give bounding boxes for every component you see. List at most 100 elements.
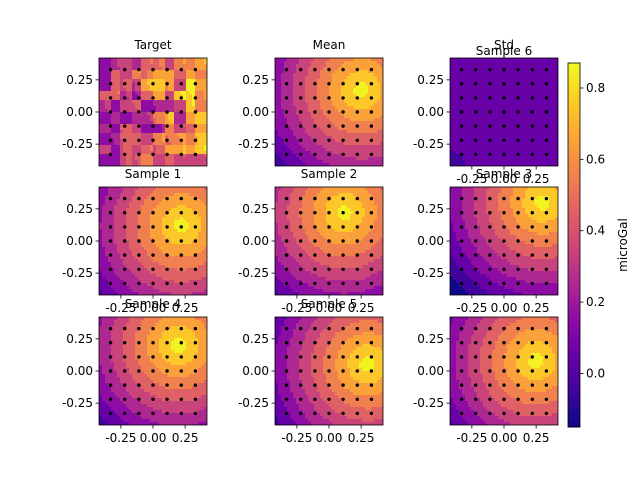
station-marker bbox=[516, 326, 520, 331]
station-marker bbox=[299, 267, 303, 271]
station-marker bbox=[165, 82, 169, 86]
station-marker bbox=[530, 67, 534, 72]
station-marker bbox=[151, 82, 155, 86]
colorbar-segment bbox=[568, 254, 580, 258]
colorbar-segment bbox=[568, 96, 580, 100]
y-tick-label: -0.25 bbox=[413, 396, 444, 410]
station-marker bbox=[488, 67, 492, 72]
station-marker bbox=[137, 196, 141, 201]
colorbar-segment bbox=[568, 284, 580, 288]
colorbar-segment bbox=[568, 263, 580, 267]
panel-title: Sample 3 bbox=[476, 167, 532, 181]
station-marker bbox=[193, 124, 198, 128]
station-marker bbox=[284, 369, 289, 373]
x-tick-label: 0.00 bbox=[491, 431, 518, 445]
station-marker bbox=[313, 326, 317, 331]
station-marker bbox=[341, 82, 345, 86]
station-marker bbox=[165, 369, 169, 373]
station-marker bbox=[313, 152, 317, 157]
station-marker bbox=[327, 341, 331, 345]
station-marker bbox=[193, 96, 198, 100]
station-marker bbox=[369, 239, 374, 243]
station-marker bbox=[369, 383, 374, 387]
station-marker bbox=[108, 383, 113, 387]
station-marker bbox=[313, 411, 317, 416]
station-marker bbox=[355, 326, 359, 331]
station-marker bbox=[179, 341, 183, 345]
colorbar-tick-label: 0.6 bbox=[586, 152, 605, 166]
colorbar-segment bbox=[568, 84, 580, 88]
station-marker bbox=[488, 124, 492, 128]
station-marker bbox=[530, 397, 534, 401]
x-tick-label: -0.25 bbox=[456, 301, 487, 315]
station-marker bbox=[355, 239, 359, 243]
station-marker bbox=[108, 211, 113, 215]
y-tick-label: 0.00 bbox=[242, 105, 269, 119]
colorbar-segment bbox=[568, 314, 580, 319]
station-marker bbox=[179, 67, 183, 72]
colorbar-segment bbox=[568, 320, 580, 325]
station-marker bbox=[299, 397, 303, 401]
panel-title: Std bbox=[494, 38, 514, 52]
y-tick-label: 0.25 bbox=[66, 202, 93, 216]
station-marker bbox=[299, 96, 303, 100]
colorbar-segment bbox=[568, 232, 580, 237]
station-marker bbox=[193, 281, 198, 286]
station-marker bbox=[488, 341, 492, 345]
colorbar-segment bbox=[568, 202, 580, 207]
colorbar-segment bbox=[568, 351, 580, 355]
station-marker bbox=[165, 225, 169, 229]
colorbar-segment bbox=[568, 414, 580, 419]
station-marker bbox=[459, 110, 464, 114]
station-marker bbox=[193, 383, 198, 387]
colorbar-segment bbox=[568, 251, 580, 255]
station-marker bbox=[179, 355, 183, 359]
colorbar-segment bbox=[568, 123, 580, 128]
station-marker bbox=[459, 96, 464, 100]
station-marker bbox=[530, 138, 534, 142]
colorbar-segment bbox=[568, 308, 580, 313]
station-marker bbox=[488, 397, 492, 401]
station-marker bbox=[299, 369, 303, 373]
station-marker bbox=[137, 82, 141, 86]
station-marker bbox=[544, 383, 549, 387]
station-marker bbox=[327, 355, 331, 359]
station-marker bbox=[108, 281, 113, 286]
station-marker bbox=[530, 96, 534, 100]
station-marker bbox=[284, 67, 289, 72]
station-marker bbox=[179, 196, 183, 201]
station-marker bbox=[488, 138, 492, 142]
colorbar-segment bbox=[568, 129, 580, 134]
y-tick-label: 0.00 bbox=[66, 234, 93, 248]
station-marker bbox=[530, 341, 534, 345]
station-marker bbox=[544, 369, 549, 373]
station-marker bbox=[299, 138, 303, 142]
station-marker bbox=[502, 225, 506, 229]
station-marker bbox=[179, 383, 183, 387]
station-marker bbox=[355, 411, 359, 416]
colorbar-segment bbox=[568, 229, 580, 234]
station-marker bbox=[327, 369, 331, 373]
y-tick-label: 0.25 bbox=[417, 73, 444, 87]
heatmap-field bbox=[450, 187, 558, 295]
station-marker bbox=[313, 110, 317, 114]
station-marker bbox=[123, 383, 127, 387]
colorbar-segment bbox=[568, 411, 580, 416]
station-marker bbox=[313, 138, 317, 142]
station-marker bbox=[313, 67, 317, 72]
colorbar-segment bbox=[568, 266, 580, 270]
heatmap-field bbox=[99, 317, 207, 425]
station-marker bbox=[544, 124, 549, 128]
station-marker bbox=[502, 138, 506, 142]
station-marker bbox=[313, 369, 317, 373]
colorbar-segment bbox=[568, 217, 580, 222]
station-marker bbox=[355, 67, 359, 72]
station-marker bbox=[327, 397, 331, 401]
station-marker bbox=[544, 67, 549, 72]
heatmap-panel: 0.25 0.00 -0.25 Target bbox=[62, 38, 208, 167]
station-marker bbox=[544, 411, 549, 416]
station-marker bbox=[530, 82, 534, 86]
station-marker bbox=[474, 326, 478, 331]
station-marker bbox=[151, 67, 155, 72]
x-tick-label: -0.25 bbox=[281, 301, 312, 315]
